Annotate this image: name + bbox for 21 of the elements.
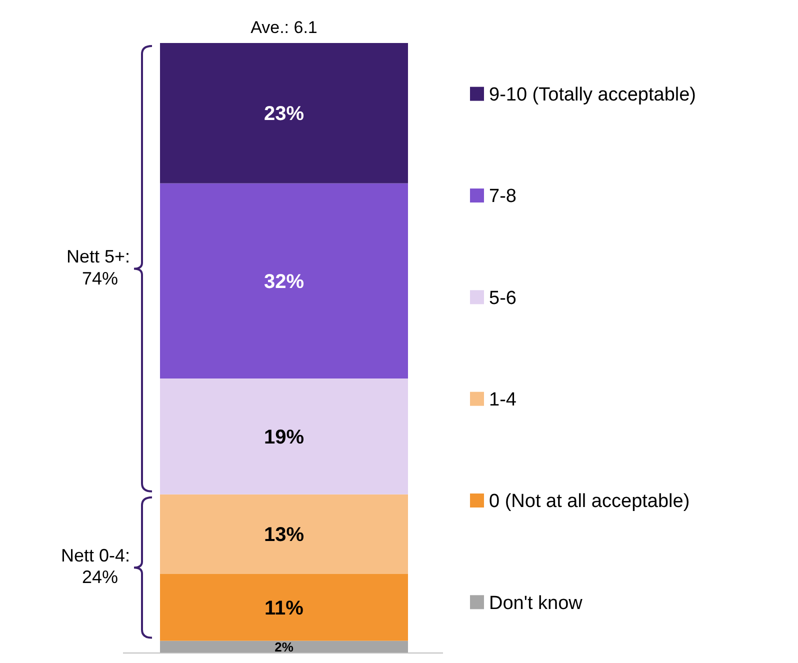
bar: [160, 494, 408, 574]
legend-label: Don't know: [489, 592, 583, 614]
bar: [160, 574, 408, 641]
data-label: 19%: [264, 426, 304, 448]
bar: [160, 43, 408, 184]
bar: [160, 183, 408, 378]
legend-label: 9-10 (Totally acceptable): [489, 84, 696, 106]
text: Nett 5+: 74%: [66, 246, 130, 288]
legend-label: 5-6: [489, 288, 516, 309]
text: Nett 0-4: 24%: [60, 546, 130, 588]
legend-label: 1-4: [489, 389, 517, 410]
bar: [160, 640, 408, 653]
data-label: 32%: [264, 270, 304, 293]
legend-label: 0 (Not at all acceptable): [489, 491, 690, 512]
bar: [160, 378, 408, 494]
legend-label: 7-8: [489, 186, 516, 208]
data-label: 2%: [274, 639, 294, 654]
data-label: 13%: [264, 524, 304, 546]
data-label: 23%: [264, 103, 304, 126]
chart-title: Ave.: 6.1: [250, 18, 318, 37]
data-label: 11%: [264, 597, 304, 620]
